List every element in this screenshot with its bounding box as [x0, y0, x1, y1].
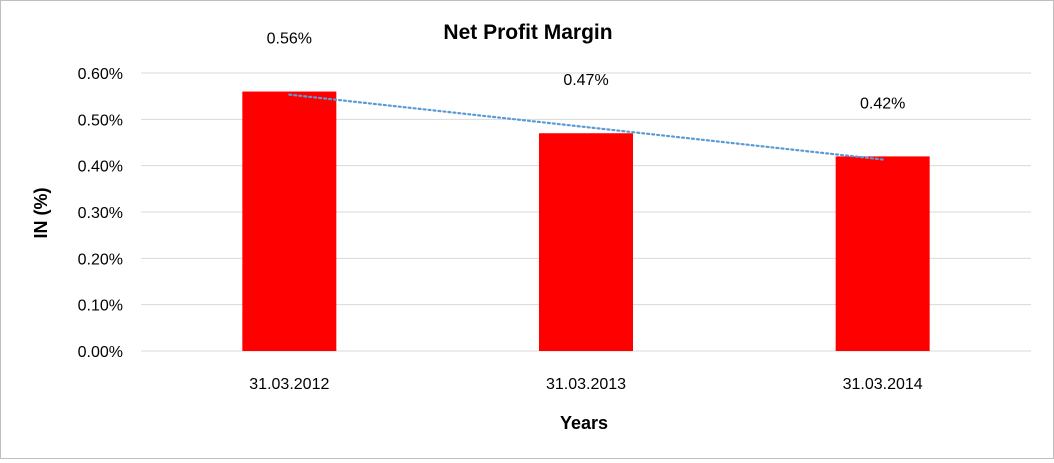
data-label: 0.42% [860, 95, 905, 112]
x-tick-label: 31.03.2013 [546, 376, 626, 393]
y-axis-title: IN (%) [31, 188, 51, 239]
bar-31.03.2013 [539, 133, 633, 351]
trendline-line [288, 93, 884, 161]
bar-31.03.2012 [242, 91, 337, 352]
x-tick-label: 31.03.2014 [843, 376, 923, 393]
y-tick-label: 0.40% [78, 159, 123, 176]
bars [242, 91, 930, 352]
y-tick-label: 0.20% [78, 251, 123, 268]
x-tick-label: 31.03.2012 [249, 376, 329, 393]
data-label: 0.56% [267, 31, 312, 48]
data-label: 0.47% [563, 72, 608, 89]
x-axis-title: Years [560, 413, 608, 433]
y-tick-label: 0.10% [78, 298, 123, 315]
trendline [288, 93, 884, 161]
y-tick-label: 0.60% [78, 66, 123, 83]
chart-title: Net Profit Margin [443, 21, 612, 44]
y-axis-ticks: 0.00% 0.10% 0.20% 0.30% 0.40% 0.50% 0.60% [78, 66, 123, 361]
data-labels: 0.56% 0.47% 0.42% [267, 31, 906, 113]
y-tick-label: 0.30% [78, 205, 123, 222]
bar-31.03.2014 [835, 156, 930, 351]
y-tick-label: 0.00% [78, 344, 123, 361]
x-axis-ticks: 31.03.2012 31.03.2013 31.03.2014 [249, 376, 923, 393]
y-tick-label: 0.50% [78, 112, 123, 129]
